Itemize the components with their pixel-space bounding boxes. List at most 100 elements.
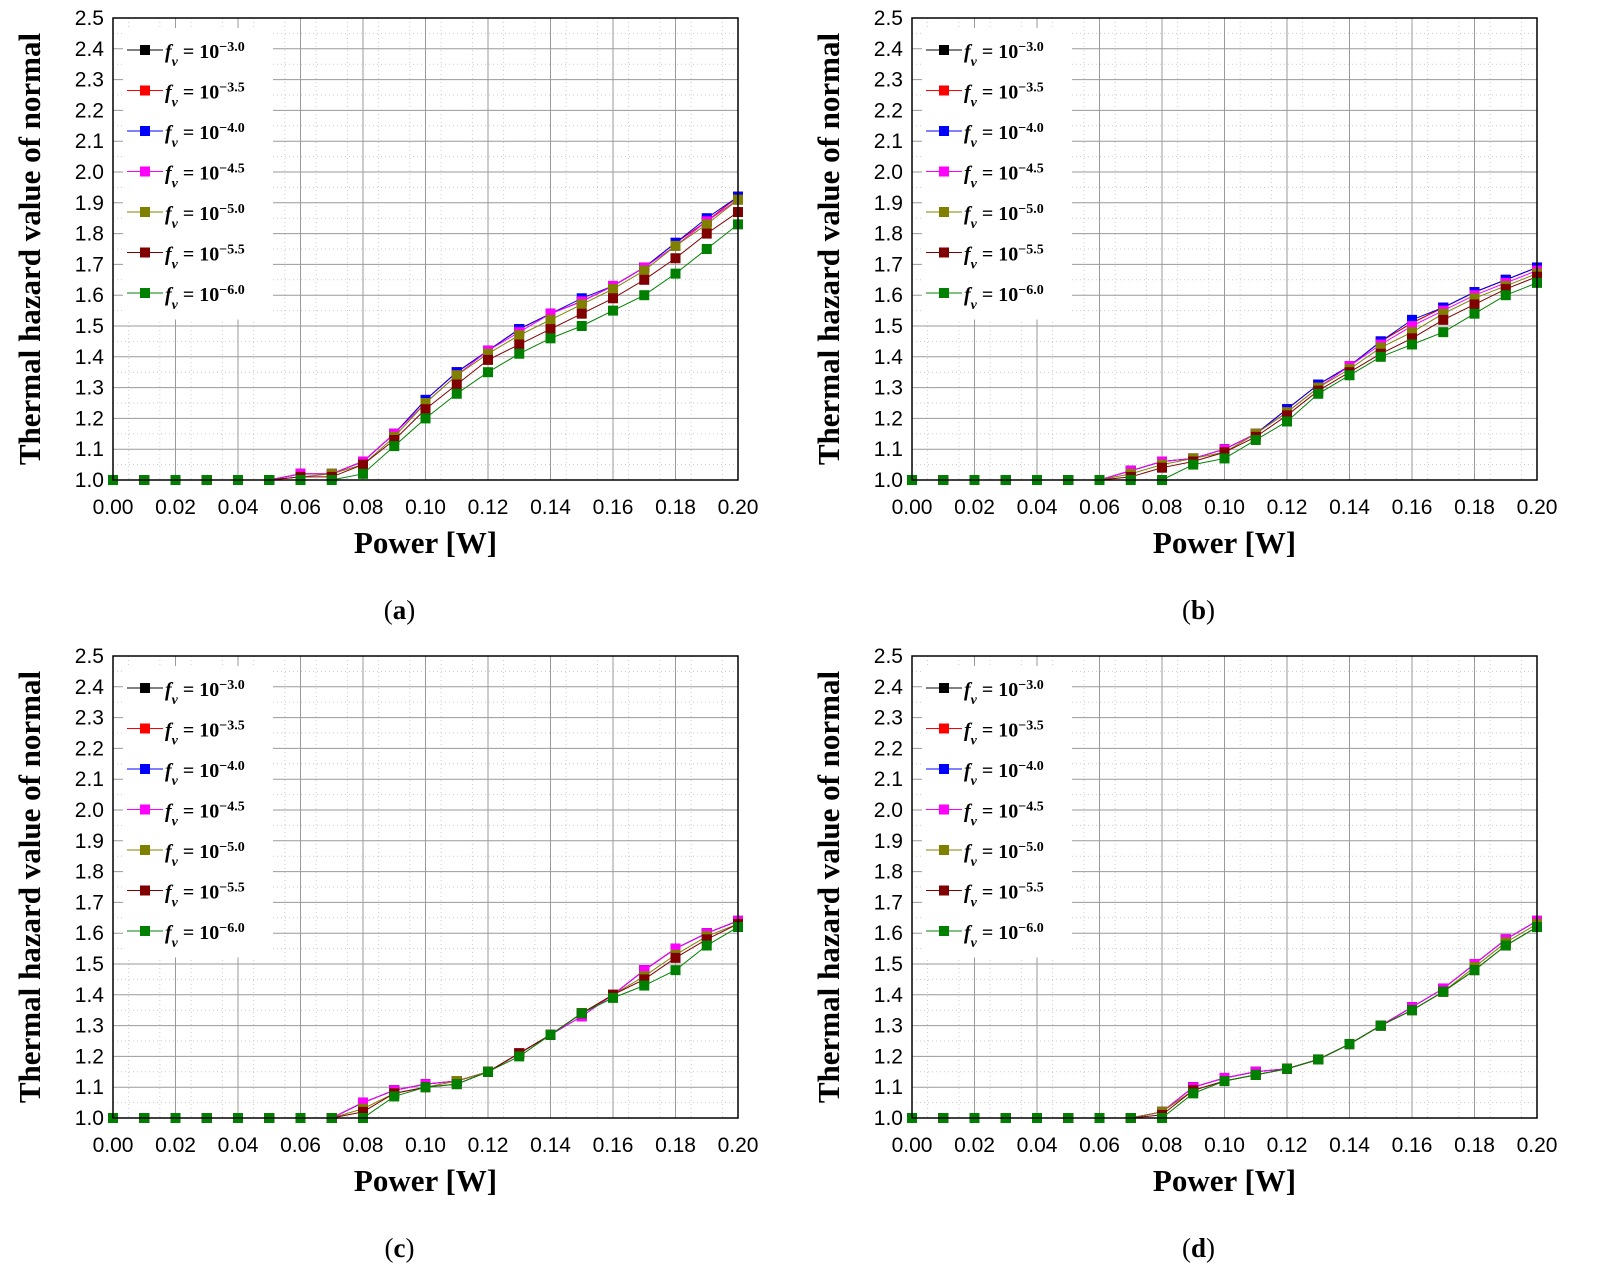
legend: fv = 10−3.0 fv = 10−3.5 fv = 10−4.0 fv = 10… [922, 666, 1072, 958]
chart-d: 0.00 0.02 0.04 0.06 0.08 0.10 0.12 0.14 0.16 0.18… [811, 645, 1558, 1198]
data-point [1344, 1039, 1355, 1050]
legend-marker [939, 723, 949, 734]
x-tick-label: 0.10 [1204, 1134, 1245, 1157]
data-point [576, 1008, 587, 1019]
y-tick-label: 1.3 [75, 1015, 104, 1038]
y-tick-label: 1.0 [75, 1107, 104, 1130]
y-tick-label: 1.9 [75, 192, 104, 215]
legend-marker [140, 166, 150, 177]
y-tick-label: 1.1 [75, 438, 104, 461]
y-tick-labels: 1.0 1.1 1.2 1.3 1.4 1.5 1.6 1.7 1.8 1.9 2.0 2.1 2.2 2… [75, 7, 105, 492]
legend-label: fv = 10−3.0 [964, 40, 1044, 70]
x-tick-label: 0.12 [1267, 496, 1308, 519]
panel-d: 0.00 0.02 0.04 0.06 0.08 0.10 0.12 0.14 0.16 0.18… [799, 638, 1598, 1276]
data-point [389, 1091, 400, 1102]
legend-label: fv = 10−5.5 [165, 242, 245, 272]
x-tick-labels: 0.00 0.02 0.04 0.06 0.08 0.10 0.12 0.14 0.16 0.18… [93, 1134, 759, 1157]
x-tick-label: 0.00 [892, 1134, 933, 1157]
data-point [576, 299, 587, 310]
y-axis-title: Thermal hazard value of normal [811, 670, 846, 1103]
plot-frame [112, 17, 739, 481]
x-tick-label: 0.00 [93, 1134, 134, 1157]
legend-marker [939, 166, 949, 177]
data-point [1375, 1020, 1386, 1031]
y-tick-label: 2.3 [874, 69, 903, 92]
y-tick-label: 2.2 [75, 99, 104, 122]
legend-label: fv = 10−3.0 [165, 678, 245, 708]
legend-label: fv = 10−3.0 [964, 678, 1044, 708]
legend-marker [939, 288, 949, 298]
legend-label: fv = 10−3.5 [964, 80, 1044, 110]
y-tick-label: 1.3 [874, 377, 903, 400]
legend-marker [140, 207, 150, 217]
x-tick-labels: 0.00 0.02 0.04 0.06 0.08 0.10 0.12 0.14 0.16 0.18… [892, 1134, 1558, 1157]
x-tick-label: 0.04 [1017, 496, 1058, 519]
x-tick-label: 0.18 [1454, 496, 1495, 519]
data-point [483, 1066, 493, 1077]
data-point [358, 1106, 368, 1117]
data-point [701, 228, 712, 239]
y-tick-label: 1.5 [75, 315, 104, 338]
y-tick-label: 2.0 [874, 161, 903, 184]
y-tick-label: 2.5 [75, 7, 104, 30]
data-point [358, 459, 368, 470]
data-point [608, 992, 618, 1003]
x-tick-label: 0.12 [468, 496, 509, 519]
data-point [639, 265, 650, 276]
x-axis-title: Power [W] [354, 525, 497, 560]
data-point [483, 367, 493, 378]
panel-label-a: (a) [383, 595, 416, 625]
x-tick-label: 0.02 [155, 496, 196, 519]
legend-label: fv = 10−3.5 [165, 80, 245, 110]
x-tick-label: 0.14 [530, 1134, 571, 1157]
data-point [420, 398, 431, 408]
y-tick-label: 2.0 [75, 161, 104, 184]
data-point [545, 324, 556, 335]
data-point [1469, 965, 1480, 976]
data-point [514, 348, 525, 359]
data-point [1313, 388, 1324, 399]
x-axis-title: Power [W] [1153, 1163, 1296, 1198]
x-tick-label: 0.18 [1454, 1134, 1495, 1157]
legend-label: fv = 10−4.5 [964, 799, 1044, 829]
y-tick-label: 2.2 [874, 99, 903, 122]
x-tick-label: 0.10 [1204, 496, 1245, 519]
legend-marker [140, 723, 150, 734]
x-tick-label: 0.12 [468, 1134, 509, 1157]
data-point [545, 314, 556, 325]
data-point [1250, 434, 1261, 445]
y-axis-title: Thermal hazard value of normal [811, 32, 846, 465]
data-point [701, 244, 712, 254]
data-point [483, 354, 493, 365]
data-point [639, 980, 650, 991]
legend-marker [140, 45, 150, 55]
y-tick-label: 1.5 [874, 315, 903, 338]
chart-b: 0.00 0.02 0.04 0.06 0.08 0.10 0.12 0.14 0.16 0.18… [811, 7, 1557, 560]
chart-c: 0.00 0.02 0.04 0.06 0.08 0.10 0.12 0.14 0.16 0.18… [12, 645, 759, 1198]
data-point [420, 404, 431, 415]
y-tick-label: 1.4 [75, 346, 105, 369]
y-tick-label: 1.2 [75, 407, 104, 430]
legend-marker [939, 126, 949, 136]
panel-b: 0.00 0.02 0.04 0.06 0.08 0.10 0.12 0.14 0.16 0.18… [799, 0, 1598, 638]
x-tick-label: 0.20 [718, 496, 759, 519]
x-tick-label: 0.06 [1079, 1134, 1120, 1157]
data-point [358, 1097, 368, 1108]
data-point [483, 348, 493, 359]
legend-label: fv = 10−4.0 [964, 121, 1044, 151]
y-tick-label: 1.7 [75, 253, 104, 276]
data-point [451, 370, 462, 381]
x-tick-label: 0.08 [343, 496, 384, 519]
y-tick-label: 1.8 [75, 223, 104, 246]
x-tick-label: 0.02 [954, 496, 995, 519]
data-point [1469, 293, 1480, 304]
legend-label: fv = 10−4.0 [165, 759, 245, 789]
data-point [514, 330, 525, 341]
legend-label: fv = 10−3.0 [165, 40, 245, 70]
x-tick-label: 0.08 [1142, 496, 1183, 519]
y-tick-label: 2.4 [75, 38, 105, 61]
plot-frame [911, 17, 1538, 481]
y-tick-labels: 1.0 1.1 1.2 1.3 1.4 1.5 1.6 1.7 1.8 1.9 2.0 2.1 2.2 2… [874, 645, 904, 1130]
y-tick-label: 1.4 [874, 346, 904, 369]
data-point [1438, 314, 1449, 325]
